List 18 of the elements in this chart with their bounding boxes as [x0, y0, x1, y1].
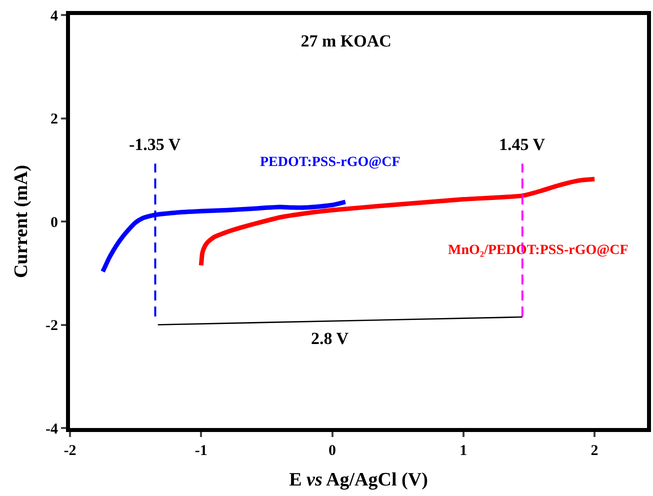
y-tick-label: 4 [50, 8, 58, 24]
ref-line-label: 1.45 V [499, 135, 546, 154]
text: MnO₂/PEDOT:PSS-rGO@CF [448, 243, 628, 258]
x-tick-label: -1 [194, 443, 208, 459]
text: PEDOT:PSS-rGO@CF [260, 155, 400, 170]
x-tick-label: 1 [460, 443, 468, 459]
ref-line-label: -1.35 V [129, 135, 182, 154]
x-tick-label: -2 [64, 443, 76, 459]
y-tick-label: -2 [46, 318, 58, 334]
y-axis-title: Current (mA) [10, 164, 32, 278]
annotation: 2.8 V [311, 329, 350, 348]
y-tick-label: 2 [50, 112, 58, 128]
text: 27 m KOAC [300, 32, 392, 51]
y-tick-label: 0 [50, 214, 58, 231]
x-axis-title: E vs Ag/AgCl (V) [289, 469, 428, 490]
x-tick-label: 0 [328, 443, 336, 459]
x-tick-label: 2 [590, 443, 598, 459]
y-tick-label: -4 [46, 421, 58, 438]
